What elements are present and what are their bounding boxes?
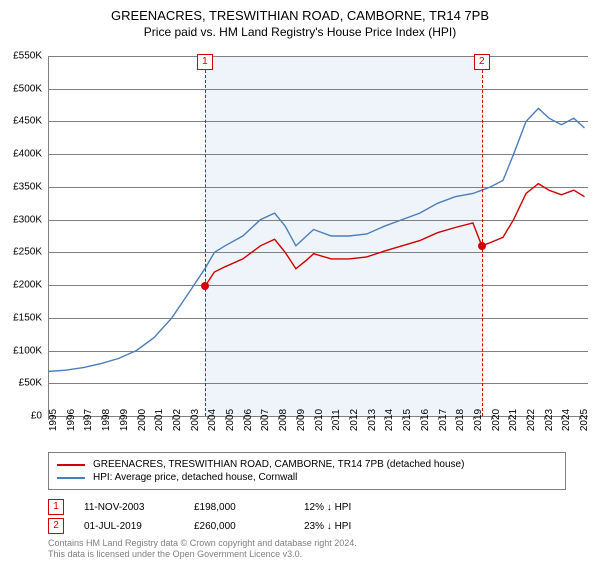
y-tick-label: £350K <box>13 181 42 192</box>
x-tick-label: 2018 <box>455 409 466 431</box>
chart-plot-area: 12 £0£50K£100K£150K£200K£250K£300K£350K£… <box>48 56 588 416</box>
x-tick-label: 2009 <box>296 409 307 431</box>
chart-subtitle: Price paid vs. HM Land Registry's House … <box>0 25 600 39</box>
sale-dot <box>478 242 486 250</box>
x-tick-label: 2010 <box>314 409 325 431</box>
legend-swatch-hpi <box>57 477 85 479</box>
x-tick-label: 2011 <box>331 409 342 431</box>
x-tick-label: 2014 <box>384 409 395 431</box>
y-tick-label: £250K <box>13 247 42 258</box>
y-tick-label: £100K <box>13 345 42 356</box>
x-tick-label: 1999 <box>119 409 130 431</box>
legend-item-hpi: HPI: Average price, detached house, Corn… <box>57 472 557 483</box>
x-tick-label: 2025 <box>579 409 590 431</box>
y-tick-label: £500K <box>13 83 42 94</box>
legend: GREENACRES, TRESWITHIAN ROAD, CAMBORNE, … <box>48 452 566 490</box>
x-tick-label: 1997 <box>83 409 94 431</box>
x-tick-label: 1996 <box>66 409 77 431</box>
x-tick-label: 2023 <box>544 409 555 431</box>
x-tick-label: 2022 <box>526 409 537 431</box>
series-line-hpi <box>48 108 585 371</box>
sale-marker-badge: 1 <box>197 54 213 70</box>
sales-row: 2 01-JUL-2019£260,00023% ↓ HPI <box>48 518 404 534</box>
sale-vline <box>205 70 206 416</box>
sale-date: 11-NOV-2003 <box>84 502 194 513</box>
sale-delta: 12% ↓ HPI <box>304 502 404 513</box>
sale-date: 01-JUL-2019 <box>84 521 194 532</box>
x-tick-label: 2012 <box>349 409 360 431</box>
sales-table: 1 11-NOV-2003£198,00012% ↓ HPI 2 01-JUL-201… <box>48 496 404 537</box>
y-tick-label: £150K <box>13 312 42 323</box>
x-tick-label: 2017 <box>438 409 449 431</box>
chart-lines-svg <box>48 56 588 416</box>
sale-dot <box>201 282 209 290</box>
x-tick-label: 2020 <box>491 409 502 431</box>
chart-container: { "title": "GREENACRES, TRESWITHIAN ROAD… <box>0 8 600 568</box>
y-tick-label: £400K <box>13 149 42 160</box>
sales-badge: 1 <box>48 499 64 515</box>
legend-item-property: GREENACRES, TRESWITHIAN ROAD, CAMBORNE, … <box>57 459 557 470</box>
x-tick-label: 1995 <box>48 409 59 431</box>
series-line-property <box>205 184 585 287</box>
sale-price: £260,000 <box>194 521 304 532</box>
chart-title: GREENACRES, TRESWITHIAN ROAD, CAMBORNE, … <box>0 8 600 23</box>
y-tick-label: £450K <box>13 116 42 127</box>
x-tick-label: 1998 <box>101 409 112 431</box>
footer-line-1: Contains HM Land Registry data © Crown c… <box>48 538 357 549</box>
sales-row: 1 11-NOV-2003£198,00012% ↓ HPI <box>48 499 404 515</box>
legend-label-property: GREENACRES, TRESWITHIAN ROAD, CAMBORNE, … <box>93 459 464 470</box>
y-tick-label: £200K <box>13 280 42 291</box>
x-tick-label: 2006 <box>243 409 254 431</box>
x-tick-label: 2007 <box>260 409 271 431</box>
sales-badge: 2 <box>48 518 64 534</box>
x-tick-label: 2005 <box>225 409 236 431</box>
x-tick-label: 2015 <box>402 409 413 431</box>
x-tick-label: 2004 <box>207 409 218 431</box>
sale-price: £198,000 <box>194 502 304 513</box>
x-tick-label: 2002 <box>172 409 183 431</box>
x-tick-label: 2024 <box>561 409 572 431</box>
x-tick-label: 2001 <box>154 409 165 431</box>
legend-swatch-property <box>57 464 85 466</box>
y-tick-label: £550K <box>13 51 42 62</box>
footer-line-2: This data is licensed under the Open Gov… <box>48 549 357 560</box>
sale-marker-badge: 2 <box>474 54 490 70</box>
x-tick-label: 2019 <box>473 409 484 431</box>
y-tick-label: £50K <box>19 378 42 389</box>
x-tick-label: 2013 <box>367 409 378 431</box>
legend-label-hpi: HPI: Average price, detached house, Corn… <box>93 472 297 483</box>
x-tick-label: 2021 <box>508 409 519 431</box>
x-tick-label: 2003 <box>190 409 201 431</box>
footer-attribution: Contains HM Land Registry data © Crown c… <box>48 538 357 561</box>
x-tick-label: 2016 <box>420 409 431 431</box>
x-tick-label: 2000 <box>137 409 148 431</box>
x-tick-label: 2008 <box>278 409 289 431</box>
y-tick-label: £0 <box>31 411 42 422</box>
sale-delta: 23% ↓ HPI <box>304 521 404 532</box>
y-tick-label: £300K <box>13 214 42 225</box>
